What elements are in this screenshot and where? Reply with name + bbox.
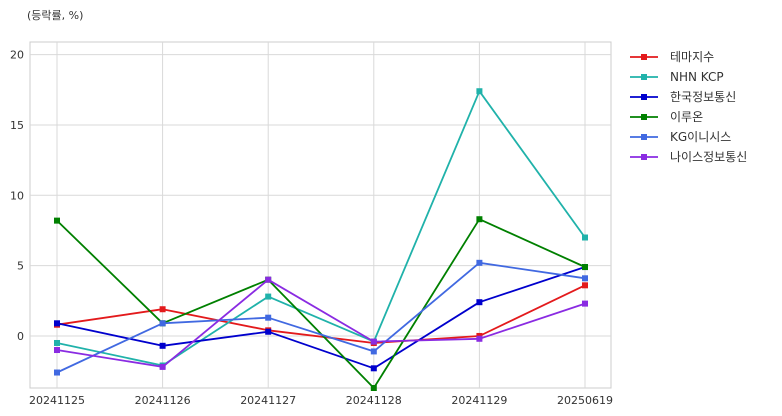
data-point-marker <box>54 217 60 224</box>
data-point-marker <box>370 338 377 345</box>
data-point-marker <box>582 300 588 307</box>
y-tick-label: 5 <box>17 260 24 273</box>
legend-swatch-marker <box>641 54 647 60</box>
series-line <box>56 266 586 370</box>
series-2 <box>54 264 588 372</box>
data-point-marker <box>159 320 166 327</box>
data-point-marker <box>265 276 272 283</box>
x-tick-label: 20250619 <box>557 394 613 407</box>
series-5 <box>54 276 588 370</box>
x-tick-label: 20241127 <box>240 394 296 407</box>
data-point-marker <box>159 306 166 313</box>
legend-swatch-marker <box>641 74 647 80</box>
legend-label: 이루온 <box>670 110 703 124</box>
legend-item: NHN KCP <box>630 70 724 84</box>
legend-swatch-marker <box>641 94 647 100</box>
legend-item: 이루온 <box>630 110 703 124</box>
legend-label: NHN KCP <box>670 70 724 84</box>
data-point-marker <box>54 320 60 327</box>
data-point-marker <box>159 363 166 370</box>
legend-item: 테마지수 <box>630 50 714 64</box>
legend-swatch-marker <box>641 154 647 160</box>
data-point-marker <box>476 299 483 306</box>
series-line <box>56 284 586 344</box>
legend-item: 나이스정보통신 <box>630 150 747 164</box>
data-point-marker <box>476 216 483 223</box>
data-point-marker <box>54 347 60 354</box>
legend-item: KG이니시스 <box>630 130 731 144</box>
data-point-marker <box>582 234 588 241</box>
x-tick-label: 20241126 <box>135 394 191 407</box>
legend-label: 나이스정보통신 <box>670 150 747 164</box>
y-tick-label: 15 <box>10 119 24 132</box>
series-3 <box>54 216 588 391</box>
data-point-marker <box>370 365 377 372</box>
data-point-marker <box>476 335 483 342</box>
data-point-marker <box>265 293 272 300</box>
data-point-marker <box>54 339 60 346</box>
data-point-marker <box>159 342 166 349</box>
x-tick-label: 20241125 <box>29 394 85 407</box>
series-1 <box>54 88 588 369</box>
y-tick-label: 10 <box>10 189 24 202</box>
data-point-marker <box>265 328 272 335</box>
axis-layer: 0 5 10 15 20 20241125 20241126 20241127 20241128… <box>10 49 613 407</box>
unit-label: (등락률, %) <box>27 9 83 22</box>
legend-label: 한국정보통신 <box>670 90 736 104</box>
series-layer <box>54 88 588 391</box>
data-point-marker <box>582 264 588 271</box>
legend-label: 테마지수 <box>670 50 714 64</box>
y-tick-label: 20 <box>10 49 24 62</box>
y-tick-label: 0 <box>17 330 24 343</box>
data-point-marker <box>476 88 483 95</box>
data-point-marker <box>370 385 377 391</box>
data-point-marker <box>370 348 377 355</box>
series-4 <box>54 259 588 376</box>
legend-swatch-marker <box>641 114 647 120</box>
data-point-marker <box>54 369 60 376</box>
data-point-marker <box>476 259 483 266</box>
data-point-marker <box>582 275 588 282</box>
data-point-marker <box>582 282 588 289</box>
legend-item: 한국정보통신 <box>630 90 736 104</box>
x-tick-label: 20241129 <box>451 394 507 407</box>
legend-label: KG이니시스 <box>670 130 731 144</box>
data-point-marker <box>265 314 272 321</box>
grid-layer <box>30 42 611 388</box>
series-line <box>56 278 586 368</box>
plot-frame <box>29 41 612 389</box>
legend-swatch-marker <box>641 134 647 140</box>
x-tick-label: 20241128 <box>346 394 402 407</box>
series-line <box>56 90 586 367</box>
series-line <box>56 261 586 374</box>
